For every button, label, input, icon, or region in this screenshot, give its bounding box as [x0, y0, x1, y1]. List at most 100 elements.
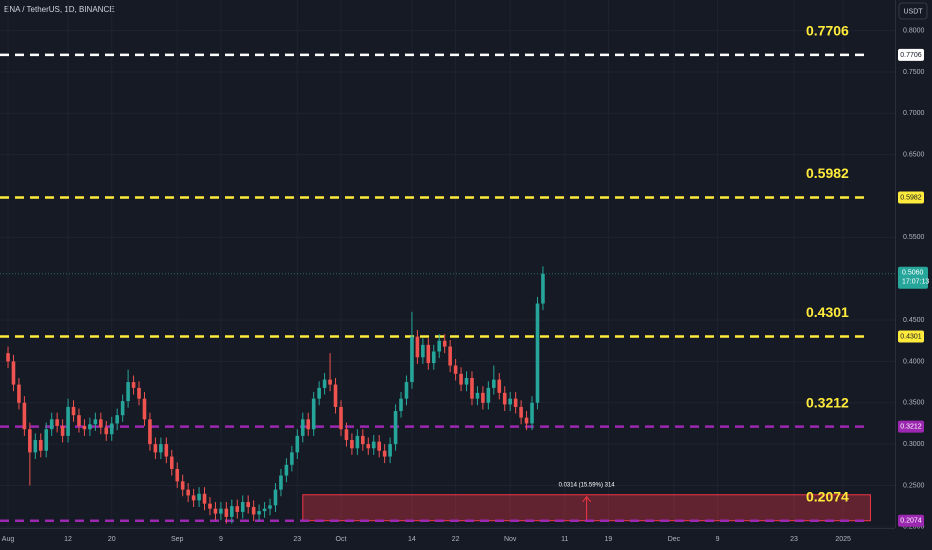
chart-title: ENA / TetherUS, 1D, BINANCE [4, 5, 115, 14]
candle-body [464, 377, 469, 385]
candle-body [388, 444, 392, 457]
candle-body [279, 475, 283, 490]
level-label: 0.5982 [806, 165, 849, 181]
candle-body [82, 425, 87, 430]
x-tick-label: 14 [408, 536, 416, 543]
candle-body [246, 502, 250, 507]
level-tag [898, 48, 924, 61]
candle-body [344, 429, 349, 440]
candle-body [49, 419, 54, 430]
candle-body [120, 401, 125, 416]
level-tag-label: 0.7706 [900, 52, 922, 59]
y-tick-label: 0.3000 [903, 441, 925, 448]
candle-body [153, 444, 158, 453]
candle-body [442, 340, 447, 347]
x-tick-label: 22 [452, 536, 460, 543]
candle-body [202, 493, 207, 504]
candle-body [284, 464, 289, 476]
candle-body [251, 506, 256, 515]
candle-body [115, 415, 119, 424]
x-tick-label: 2025 [835, 536, 851, 543]
y-tick-label: 0.4000 [903, 358, 925, 365]
candle-body [17, 384, 21, 403]
candle-body [93, 419, 98, 425]
candle-body [377, 441, 381, 451]
y-tick-label: 0.8000 [903, 27, 925, 34]
candle-body [415, 336, 420, 358]
candle-body [328, 379, 332, 385]
candle-body [262, 508, 267, 512]
x-tick-label: 23 [293, 536, 301, 543]
level-label: 0.2074 [806, 488, 849, 504]
candle-body [404, 382, 409, 399]
candle-body [481, 392, 485, 403]
candle-body [180, 481, 185, 490]
candle-body [475, 392, 480, 399]
x-tick-label: 12 [64, 536, 72, 543]
candle-body [148, 419, 152, 445]
measure-label: 0.0314 (15.59%) 314 [559, 482, 616, 488]
candle-body [33, 440, 38, 453]
candle-body [175, 468, 180, 482]
candle-body [60, 425, 65, 436]
candle-body [126, 382, 130, 402]
candle-body [306, 419, 311, 430]
candle-body [426, 344, 431, 364]
y-tick-label: 0.7000 [903, 110, 925, 117]
candle-body [513, 398, 518, 407]
candle-body [393, 411, 398, 445]
candle-body [535, 303, 540, 403]
candle-body [22, 402, 27, 430]
candle-body [502, 392, 507, 405]
x-tick-label: 9 [219, 536, 223, 543]
candle-body [164, 444, 169, 457]
candle-body [410, 336, 414, 383]
candle-body [300, 419, 305, 436]
candle-body [497, 379, 502, 393]
candle-body [431, 351, 436, 364]
candle-body [191, 495, 196, 501]
candle-body [6, 353, 10, 362]
candle-body [519, 406, 523, 418]
candle-body [421, 344, 425, 358]
candle-body [290, 452, 294, 465]
currency-label[interactable]: USDT [903, 8, 923, 15]
candle-body [186, 489, 190, 496]
candle-body [197, 493, 201, 501]
candle-body [104, 427, 109, 435]
level-tag [898, 514, 924, 527]
candle-body [268, 505, 272, 509]
level-tag [898, 330, 924, 343]
x-tick-label: 20 [108, 536, 116, 543]
candle-body [470, 377, 474, 399]
candle-body [11, 361, 16, 385]
candle-body [361, 435, 365, 445]
candle-body [213, 508, 218, 514]
candle-body [88, 424, 92, 430]
level-label: 0.3212 [806, 394, 849, 410]
candle-body [230, 506, 234, 517]
candle-body [169, 456, 174, 469]
x-tick-label: Oct [336, 536, 347, 543]
candle-body [459, 373, 463, 385]
currency-button[interactable] [898, 2, 928, 20]
level-tag-label: 0.4301 [900, 333, 922, 340]
last-price-tag [898, 266, 928, 289]
candle-body [524, 417, 529, 424]
level-label: 0.4301 [806, 304, 849, 320]
candle-body [240, 502, 245, 512]
candle-body [131, 382, 136, 388]
candle-body [208, 503, 212, 509]
level-tag-label: 0.3212 [900, 423, 922, 430]
candle-body [219, 508, 223, 514]
candle-body [317, 387, 321, 399]
candle-body [437, 340, 442, 352]
candle-body [371, 441, 376, 449]
candle-body [486, 387, 491, 403]
y-tick-label: 0.6500 [903, 152, 925, 159]
candle-body [159, 444, 163, 453]
candle-body [137, 387, 141, 399]
candle-body [66, 406, 70, 436]
x-tick-label: 19 [605, 536, 613, 543]
candle-body [448, 346, 452, 366]
